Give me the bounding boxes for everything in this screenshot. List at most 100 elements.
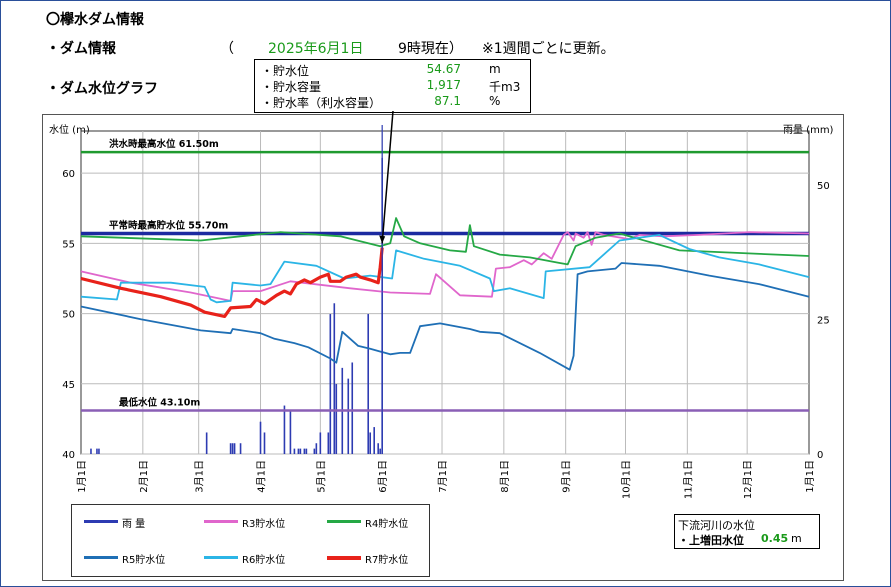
- x-tick-label: 1月1日: [76, 460, 88, 493]
- downstream-unit: m: [791, 532, 802, 545]
- legend-label: R7貯水位: [365, 555, 409, 566]
- rainfall-bar: [303, 448, 306, 454]
- info-label: ・貯水容量: [261, 80, 322, 94]
- y-axis-label-left: 水位 (m): [49, 123, 90, 136]
- info-unit: 千m3: [489, 80, 521, 94]
- current-info-box: ・貯水位 54.67 m ・貯水容量 1,917 千m3 ・貯水率（利水容量） …: [254, 59, 531, 113]
- x-tick-label: 9月1日: [561, 460, 573, 493]
- rainfall-bar: [369, 432, 372, 454]
- rainfall-bar: [283, 405, 286, 454]
- rainfall-bar: [259, 421, 262, 454]
- page-title: 〇欅水ダム情報: [46, 12, 144, 28]
- y-right-tick-label: 0: [817, 450, 823, 461]
- rainfall-bar: [329, 314, 332, 454]
- info-label: ・貯水位: [261, 64, 310, 78]
- rainfall-bar: [335, 384, 338, 454]
- x-tick-label: 3月1日: [194, 460, 206, 493]
- series-line: [80, 247, 384, 318]
- downstream-title: 下流河川の水位: [678, 519, 755, 532]
- rainfall-bar: [373, 427, 375, 454]
- downstream-value: 0.45: [761, 532, 789, 545]
- rainfall-bar: [205, 432, 208, 454]
- rainfall-bar: [289, 410, 292, 454]
- y-tick-label: 50: [62, 310, 75, 321]
- x-tick-label: 5月1日: [315, 460, 327, 493]
- rainfall-bar: [351, 362, 354, 454]
- legend-label: R5貯水位: [122, 555, 166, 566]
- rainfall-bar: [96, 448, 98, 454]
- x-tick-label: 10月1日: [621, 460, 633, 499]
- series-line: [80, 231, 810, 302]
- legend-swatch: [204, 520, 238, 523]
- rainfall-bar: [90, 448, 92, 454]
- paren-open: （: [220, 41, 234, 57]
- rainfall-bar: [379, 448, 381, 454]
- info-value: 87.1: [434, 94, 461, 108]
- rainfall-bar: [299, 448, 302, 454]
- chart-container: 水位 (m) 雨量 (mm) 40 45 50 55 60 0 25 50 1月1日 2月1日 3月…: [42, 114, 844, 581]
- series-line: [80, 217, 810, 266]
- y-tick-label: 40: [62, 450, 75, 461]
- legend-label: R4貯水位: [365, 519, 409, 530]
- rainfall-bar: [229, 443, 232, 454]
- x-tick-label: 4月1日: [256, 460, 268, 493]
- info-unit: %: [489, 94, 501, 108]
- rainfall-bar: [327, 432, 330, 454]
- chart-legend: 雨 量 R3貯水位 R4貯水位 R5貯水位 R6貯水位 R7貯水位: [71, 504, 430, 577]
- legend-swatch: [84, 556, 118, 559]
- x-tick-label: 1月1日: [804, 460, 816, 493]
- rainfall-bar: [333, 303, 336, 454]
- rainfall-bar: [377, 443, 379, 454]
- info-time-status: 9時現在）: [398, 41, 463, 57]
- rainfall-bar: [313, 448, 316, 454]
- rainfall-bar: [315, 443, 318, 454]
- rainfall-bar: [231, 443, 234, 454]
- y-tick-label: 45: [62, 380, 75, 391]
- info-unit: m: [489, 62, 501, 76]
- info-row-storage-rate: ・貯水率（利水容量） 87.1 %: [261, 94, 526, 110]
- legend-label: R6貯水位: [242, 555, 286, 566]
- downstream-river-box: 下流河川の水位 ・上増田水位 0.45 m: [674, 514, 820, 549]
- x-tick-label: 6月1日: [377, 460, 389, 493]
- info-value: 1,917: [426, 78, 461, 92]
- reference-line-label: 平常時最高貯水位 55.70m: [109, 220, 228, 232]
- legend-label: 雨 量: [122, 519, 146, 530]
- series-line: [80, 234, 810, 304]
- rainfall-bar: [293, 448, 296, 454]
- info-date: 2025年6月1日: [268, 41, 364, 57]
- legend-swatch: [327, 520, 361, 523]
- rainfall-bar: [297, 448, 300, 454]
- legend-swatch: [204, 556, 238, 559]
- x-tick-label: 11月1日: [682, 460, 694, 499]
- legend-swatch: [327, 556, 361, 560]
- legend-swatch: [84, 520, 118, 523]
- y-tick-label: 55: [62, 239, 75, 250]
- x-tick-label: 7月1日: [437, 460, 449, 493]
- info-row-storage: ・貯水容量 1,917 千m3: [261, 78, 526, 94]
- reference-line-label: 最低水位 43.10m: [119, 396, 200, 408]
- info-label: ・貯水率（利水容量）: [261, 96, 382, 110]
- dam-info-label: ・ダム情報: [46, 41, 116, 57]
- y-right-tick-label: 25: [817, 315, 830, 326]
- downstream-label: ・上増田水位: [678, 534, 744, 547]
- update-note: ※1週間ごとに更新。: [482, 41, 615, 57]
- y-right-tick-label: 50: [817, 181, 830, 192]
- y-axis-label-right: 雨量 (mm): [783, 124, 834, 136]
- x-tick-label: 2月1日: [138, 460, 150, 493]
- rainfall-bar: [263, 432, 266, 454]
- x-tick-label: 12月1日: [742, 460, 754, 499]
- legend-label: R3貯水位: [242, 519, 286, 530]
- graph-section-label: ・ダム水位グラフ: [46, 81, 158, 97]
- rainfall-bar: [305, 448, 308, 454]
- y-tick-label: 60: [62, 169, 75, 180]
- info-value: 54.67: [426, 62, 461, 76]
- rainfall-bar: [347, 378, 350, 454]
- series-line: [80, 262, 810, 371]
- rainfall-bar: [98, 448, 100, 454]
- rainfall-bar: [233, 443, 236, 454]
- rainfall-bar: [319, 432, 322, 454]
- rainfall-bar: [367, 314, 370, 454]
- reference-line-label: 洪水時最高水位 61.50m: [109, 138, 219, 150]
- rainfall-bar: [239, 443, 242, 454]
- info-row-water-level: ・貯水位 54.67 m: [261, 62, 526, 78]
